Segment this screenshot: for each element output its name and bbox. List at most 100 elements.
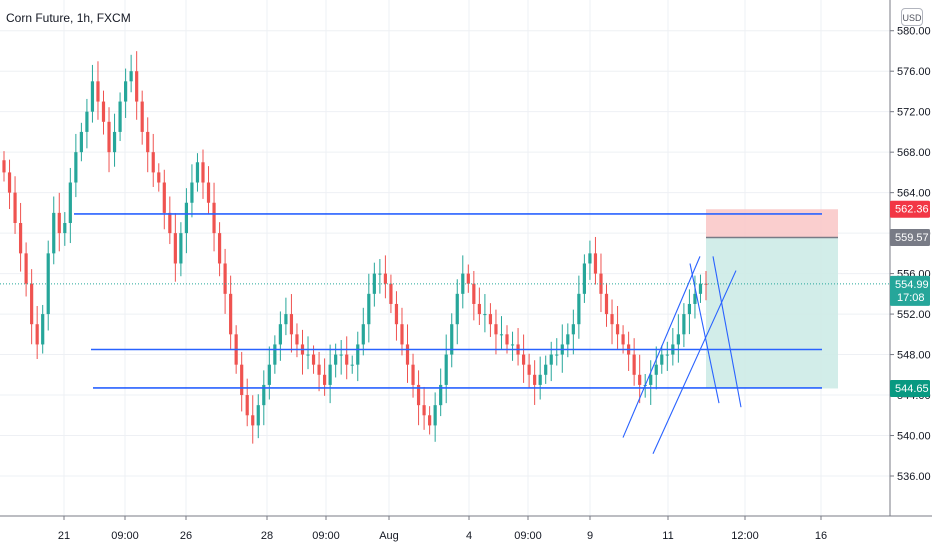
- candle-body: [273, 344, 277, 365]
- candle-body: [566, 334, 570, 345]
- candle-body: [52, 212, 56, 254]
- candle-body: [157, 172, 161, 183]
- candle-body: [538, 374, 542, 385]
- candle-body: [698, 283, 703, 294]
- candle-body: [372, 273, 376, 294]
- x-tick-label: 09:00: [111, 530, 139, 542]
- x-tick-label: 16: [815, 530, 827, 542]
- candle-body: [405, 344, 410, 365]
- price-badge-target: [890, 379, 930, 397]
- candle-body: [107, 121, 111, 153]
- candle-body: [593, 253, 598, 274]
- candle-body: [687, 303, 692, 315]
- candle-body: [179, 233, 183, 264]
- candle-body: [383, 273, 388, 284]
- candle-body: [101, 101, 106, 122]
- candle-body: [245, 395, 249, 416]
- candle-body: [416, 384, 421, 406]
- candle-body: [7, 172, 12, 193]
- candle-body: [638, 374, 642, 385]
- candle-body: [118, 101, 122, 132]
- candle-body: [654, 364, 658, 375]
- candle-body: [96, 81, 100, 102]
- y-tick-label: 568.00: [897, 147, 931, 159]
- candle-body: [676, 334, 680, 345]
- candle-body: [90, 81, 95, 112]
- candle-body: [262, 384, 266, 406]
- y-tick-label: 548.00: [897, 350, 931, 362]
- candle-body: [195, 162, 200, 183]
- candle-body: [30, 283, 34, 325]
- y-tick-label: 552.00: [897, 309, 931, 321]
- trend-line-2: [652, 270, 737, 454]
- candle-body: [135, 71, 139, 102]
- candle-body: [57, 212, 61, 234]
- candle-body: [665, 354, 669, 356]
- candle-body: [621, 334, 625, 345]
- candle-body: [510, 344, 515, 346]
- candle-body: [229, 293, 233, 335]
- drawings[interactable]: [0, 213, 890, 454]
- price-badge-last-label: 554.99: [895, 279, 929, 291]
- candle-body: [439, 384, 443, 406]
- candle-body: [577, 293, 581, 325]
- candle-body: [13, 192, 17, 223]
- candle-body: [295, 334, 299, 345]
- candle-body: [112, 131, 117, 153]
- candle-body: [649, 374, 653, 385]
- candle-body: [682, 314, 686, 335]
- candle-body: [533, 374, 537, 385]
- candle-body: [428, 415, 432, 426]
- candle-body: [2, 160, 6, 173]
- candle-body: [41, 314, 45, 345]
- candle-body: [367, 293, 371, 325]
- candle-body: [433, 405, 437, 426]
- candle-body: [63, 223, 67, 234]
- candle-body: [289, 314, 294, 335]
- candle-body: [306, 354, 310, 356]
- candle-body: [328, 364, 332, 385]
- candle-body: [223, 263, 227, 294]
- candle-body: [206, 182, 211, 203]
- x-tick-label: 26: [180, 530, 192, 542]
- candle-body: [505, 334, 509, 345]
- candle-body: [361, 324, 365, 345]
- candle-body: [411, 364, 415, 385]
- candle-body: [394, 303, 399, 325]
- candle-body: [466, 273, 470, 284]
- candle-body: [146, 131, 150, 153]
- candle-body: [499, 334, 504, 336]
- y-tick-label: 580.00: [897, 26, 931, 38]
- trend-line-1: [622, 256, 701, 438]
- currency-button[interactable]: USD: [901, 8, 923, 26]
- candle-body: [251, 415, 255, 426]
- position-zones: [706, 209, 838, 389]
- candle-body: [544, 364, 548, 375]
- candle-body: [35, 324, 39, 345]
- candle-body: [140, 101, 144, 132]
- candle-body: [582, 263, 586, 294]
- y-tick-label: 572.00: [897, 107, 931, 119]
- y-tick-label: 576.00: [897, 66, 931, 78]
- x-tick-label: 12:00: [731, 530, 759, 542]
- candle-body: [162, 182, 166, 213]
- chart-title: Corn Future, 1h, FXCM: [6, 11, 131, 25]
- candle-body: [693, 293, 697, 304]
- candle-body: [356, 344, 360, 365]
- candle-body: [267, 364, 271, 385]
- x-tick-label: 11: [662, 530, 673, 542]
- candle-body: [339, 354, 343, 356]
- x-tick-label: Aug: [379, 530, 399, 542]
- candle-body: [632, 354, 636, 375]
- candle-body: [549, 354, 553, 365]
- candle-body: [168, 212, 172, 234]
- candle-body: [240, 364, 244, 396]
- price-badge-stop-label: 562.36: [895, 204, 929, 216]
- take-profit-zone: [706, 237, 838, 389]
- candle-body: [378, 273, 382, 275]
- candle-body: [74, 152, 78, 183]
- candle-body: [217, 233, 222, 264]
